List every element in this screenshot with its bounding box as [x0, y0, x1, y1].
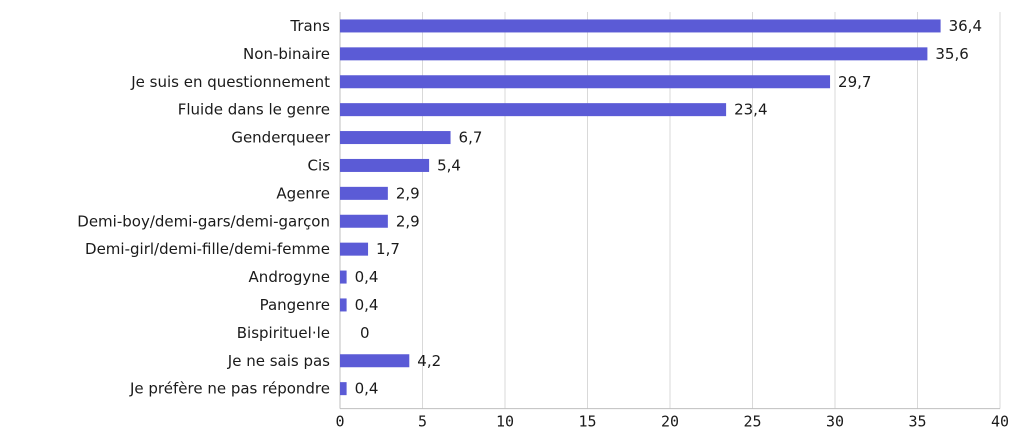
- value-label: 4,2: [417, 352, 441, 370]
- value-label: 29,7: [838, 73, 871, 91]
- value-label: 0: [360, 324, 370, 342]
- value-label: 1,7: [376, 240, 400, 258]
- category-label: Pangenre: [260, 296, 330, 314]
- category-label: Non-binaire: [243, 45, 330, 63]
- bar: [340, 47, 928, 61]
- category-label: Demi-girl/demi-fille/demi-femme: [85, 240, 330, 258]
- value-label: 35,6: [935, 45, 968, 63]
- bar: [340, 354, 410, 368]
- bar: [340, 186, 388, 200]
- category-label: Je suis en questionnement: [130, 73, 330, 91]
- x-tick-label: 30: [826, 413, 844, 431]
- value-label: 0,4: [355, 268, 379, 286]
- category-label: Demi-boy/demi-gars/demi-garçon: [77, 212, 330, 230]
- bars: [340, 19, 941, 396]
- category-label: Fluide dans le genre: [178, 101, 330, 119]
- bar: [340, 19, 941, 33]
- bar: [340, 75, 831, 89]
- bar: [340, 382, 347, 396]
- x-tick-label: 0: [335, 413, 344, 431]
- category-label: Androgyne: [249, 268, 330, 286]
- value-label: 23,4: [734, 101, 767, 119]
- value-label: 6,7: [459, 129, 483, 147]
- category-label: Trans: [289, 17, 330, 35]
- x-axis-ticks: 0 5 10 15 20 25 30 35 40: [335, 413, 1009, 431]
- x-tick-label: 15: [578, 413, 596, 431]
- value-label: 0,4: [355, 380, 379, 398]
- value-label: 0,4: [355, 296, 379, 314]
- category-labels: Trans Non-binaire Je suis en questionnemen…: [77, 17, 331, 398]
- bar: [340, 242, 369, 256]
- bar: [340, 158, 430, 172]
- x-tick-label: 25: [743, 413, 761, 431]
- x-tick-label: 20: [661, 413, 679, 431]
- category-label: Je préfère ne pas répondre: [129, 380, 330, 398]
- category-label: Agenre: [276, 184, 330, 202]
- value-label: 5,4: [437, 156, 461, 174]
- value-labels: 36,4 35,6 29,7 23,4 6,7 5,4 2,9 2,9 1,7 0,4 0,4 0 4,…: [355, 17, 982, 398]
- category-label: Cis: [308, 156, 331, 174]
- bar: [340, 270, 347, 284]
- x-tick-label: 40: [991, 413, 1009, 431]
- bar: [340, 131, 451, 145]
- bar: [340, 214, 388, 228]
- category-label: Bispirituel·le: [237, 324, 330, 342]
- value-label: 2,9: [396, 212, 420, 230]
- bar: [340, 103, 727, 117]
- value-label: 36,4: [949, 17, 982, 35]
- gridlines: [339, 12, 1001, 410]
- x-tick-label: 35: [908, 413, 926, 431]
- value-label: 2,9: [396, 184, 420, 202]
- category-label: Je ne sais pas: [227, 352, 330, 370]
- x-tick-label: 10: [496, 413, 514, 431]
- bar: [340, 298, 347, 312]
- x-tick-label: 5: [418, 413, 427, 431]
- category-label: Genderqueer: [231, 129, 330, 147]
